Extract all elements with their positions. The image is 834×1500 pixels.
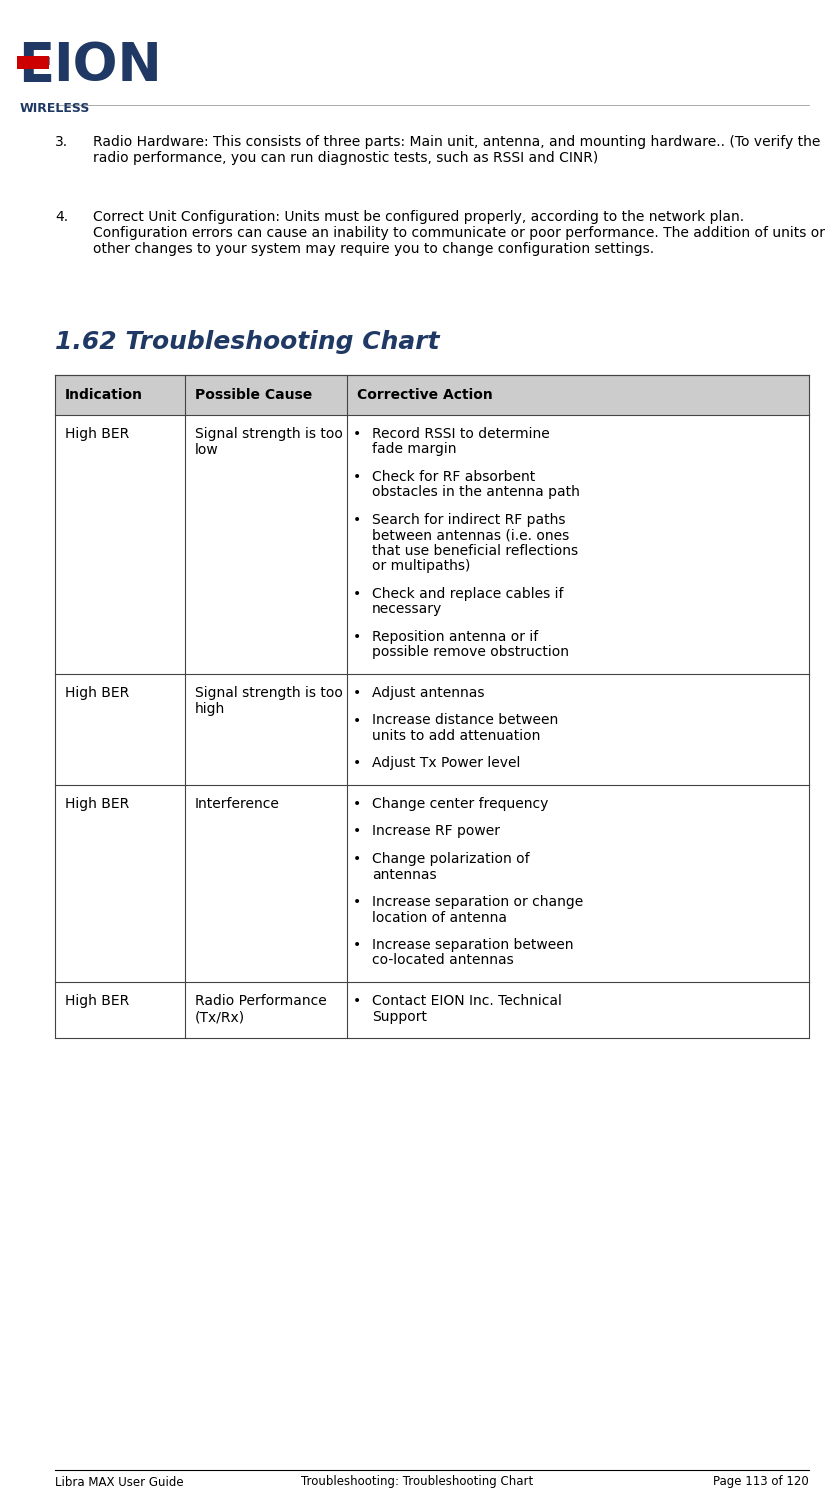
Text: location of antenna: location of antenna	[372, 910, 507, 924]
Text: Corrective Action: Corrective Action	[357, 388, 493, 402]
Text: possible remove obstruction: possible remove obstruction	[372, 645, 569, 660]
Text: High BER: High BER	[65, 994, 129, 1008]
Text: Adjust Tx Power level: Adjust Tx Power level	[372, 756, 520, 771]
Text: units to add attenuation: units to add attenuation	[372, 729, 540, 742]
Text: Troubleshooting: Troubleshooting Chart: Troubleshooting: Troubleshooting Chart	[301, 1476, 533, 1488]
Text: ION: ION	[53, 40, 162, 92]
Text: •: •	[353, 756, 361, 771]
Text: between antennas (i.e. ones: between antennas (i.e. ones	[372, 528, 570, 543]
Bar	[55, 784, 809, 982]
Text: Correct Unit Configuration: Units must be configured properly, according to the : Correct Unit Configuration: Units must b…	[93, 210, 825, 256]
Bar	[17, 56, 49, 69]
Text: •: •	[353, 586, 361, 602]
Text: Adjust antennas: Adjust antennas	[372, 686, 485, 700]
Text: WIRELESS: WIRELESS	[20, 102, 90, 116]
Text: Search for indirect RF paths: Search for indirect RF paths	[372, 513, 565, 526]
Text: Change polarization of: Change polarization of	[372, 852, 530, 865]
Text: co-located antennas: co-located antennas	[372, 954, 514, 968]
Text: •: •	[353, 686, 361, 700]
Text: •: •	[353, 796, 361, 812]
Text: obstacles in the antenna path: obstacles in the antenna path	[372, 486, 580, 500]
Text: 4.: 4.	[55, 210, 68, 224]
Text: Check for RF absorbent: Check for RF absorbent	[372, 470, 535, 484]
Text: E: E	[18, 40, 54, 92]
Text: Page 113 of 120: Page 113 of 120	[713, 1476, 809, 1488]
Text: •: •	[353, 714, 361, 728]
Text: •: •	[353, 630, 361, 644]
Text: •: •	[353, 513, 361, 526]
Text: High BER: High BER	[65, 796, 129, 812]
Text: High BER: High BER	[65, 427, 129, 441]
Text: •: •	[353, 938, 361, 952]
Text: Libra MAX User Guide: Libra MAX User Guide	[55, 1476, 183, 1488]
Text: Support: Support	[372, 1010, 427, 1023]
Text: Signal strength is too
high: Signal strength is too high	[195, 686, 343, 716]
Text: Signal strength is too
low: Signal strength is too low	[195, 427, 343, 458]
Text: Contact EION Inc. Technical: Contact EION Inc. Technical	[372, 994, 562, 1008]
Text: Increase distance between: Increase distance between	[372, 714, 558, 728]
Text: 3.: 3.	[55, 135, 68, 148]
Text: Record RSSI to determine: Record RSSI to determine	[372, 427, 550, 441]
Bar	[55, 375, 809, 416]
Text: High BER: High BER	[65, 686, 129, 700]
Text: that use beneficial reflections: that use beneficial reflections	[372, 544, 578, 558]
Text: Check and replace cables if: Check and replace cables if	[372, 586, 564, 602]
Bar	[55, 674, 809, 784]
Text: Increase RF power: Increase RF power	[372, 825, 500, 839]
Text: •: •	[353, 825, 361, 839]
Text: Possible Cause: Possible Cause	[195, 388, 312, 402]
Text: fade margin: fade margin	[372, 442, 456, 456]
Text: •: •	[353, 470, 361, 484]
Text: Radio Hardware: This consists of three parts: Main unit, antenna, and mounting h: Radio Hardware: This consists of three p…	[93, 135, 821, 165]
Text: antennas: antennas	[372, 867, 437, 882]
Text: necessary: necessary	[372, 603, 442, 616]
Text: Radio Performance
(Tx/Rx): Radio Performance (Tx/Rx)	[195, 994, 327, 1024]
Text: Change center frequency: Change center frequency	[372, 796, 549, 812]
Text: •: •	[353, 427, 361, 441]
Text: 1.62 Troubleshooting Chart: 1.62 Troubleshooting Chart	[55, 330, 440, 354]
Text: Interference: Interference	[195, 796, 280, 812]
Text: Indication: Indication	[65, 388, 143, 402]
Text: •: •	[353, 852, 361, 865]
Text: Increase separation or change: Increase separation or change	[372, 896, 583, 909]
Text: or multipaths): or multipaths)	[372, 560, 470, 573]
Bar	[55, 982, 809, 1038]
Text: •: •	[353, 896, 361, 909]
Text: Reposition antenna or if: Reposition antenna or if	[372, 630, 538, 644]
Bar	[55, 416, 809, 674]
Text: Increase separation between: Increase separation between	[372, 938, 574, 952]
Text: •: •	[353, 994, 361, 1008]
